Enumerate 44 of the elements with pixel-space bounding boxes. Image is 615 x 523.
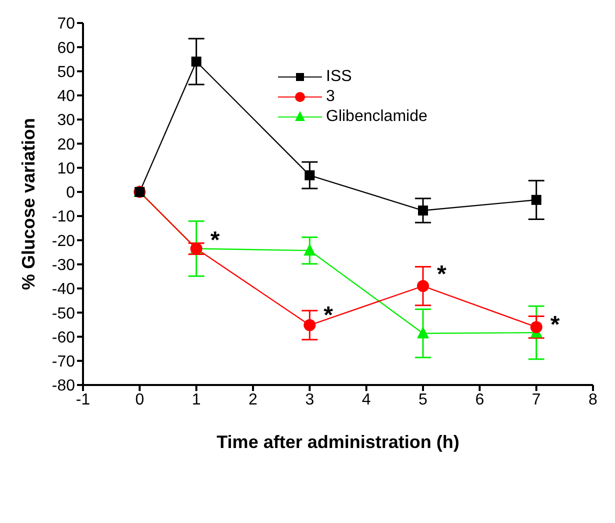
point [531,194,542,205]
x-tick-label: 5 [418,391,428,408]
y-axis-title: % Glucose variation [18,118,38,290]
legend-label: 3 [326,88,335,106]
y-tick-label: -60 [52,329,76,346]
point [304,319,316,332]
point [418,206,428,216]
legend-label: Glibenclamide [326,108,428,126]
y-tick-label: -10 [52,208,76,226]
y-tick-label: 60 [57,40,76,57]
y-tick-label: 0 [66,184,76,202]
x-axis-title: Time after administration (h) [216,432,460,452]
y-tick-label: -80 [52,378,76,395]
y-tick-label: -40 [52,281,76,298]
y-tick-label: 50 [57,64,76,81]
x-tick-label: 1 [192,391,201,408]
y-tick-label: -70 [52,354,76,371]
x-tick-label: 7 [532,391,541,408]
y-tick-label: 40 [57,88,76,106]
y-tick-label: 70 [57,16,76,33]
annotation: * [210,227,220,254]
point [417,326,429,338]
annotation: * [437,260,447,288]
y-tick-label: -30 [52,257,76,274]
legend-label: ISS [326,68,352,86]
x-tick-label: 2 [248,391,258,408]
y-tick-label: -20 [52,232,76,250]
point [530,321,542,334]
x-tick-label: 0 [135,391,144,408]
point [417,280,429,292]
x-tick-label: 8 [588,391,598,408]
x-tick-label: 6 [475,391,484,408]
x-tick-label: -1 [76,391,90,408]
y-tick-label: 10 [57,160,76,178]
x-tick-label: 4 [362,391,371,408]
y-tick-label: 20 [57,136,76,154]
annotation: * [550,312,560,339]
point [304,244,316,256]
x-tick-label: 3 [305,391,314,408]
annotation: * [324,302,334,330]
point [191,56,202,67]
point [304,170,315,180]
y-tick-label: 30 [57,112,76,130]
y-tick-label: -50 [52,305,76,322]
